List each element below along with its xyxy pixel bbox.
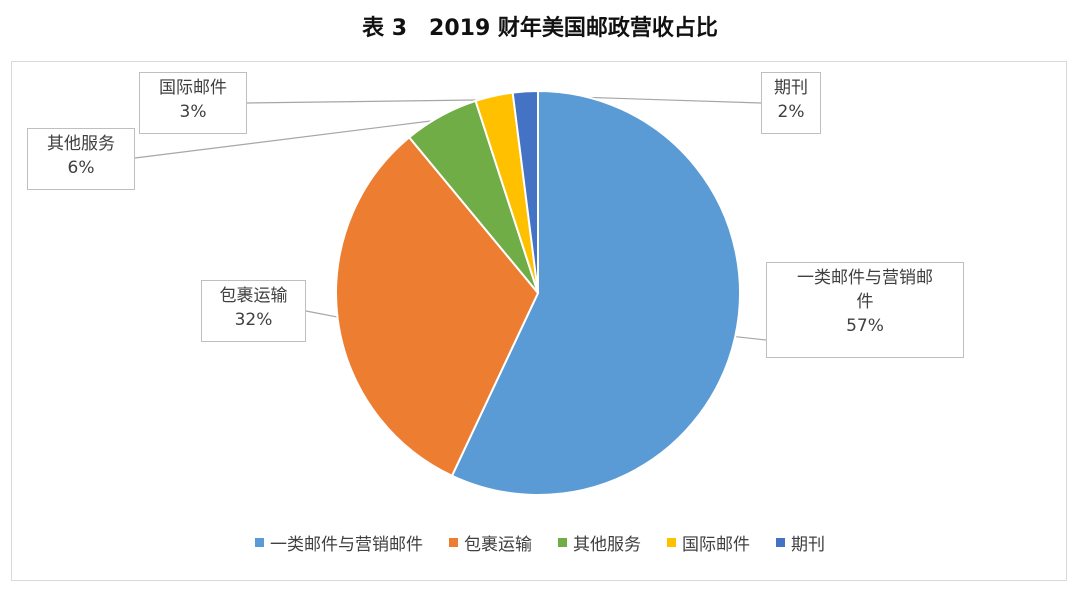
callout-value: 32% [234,310,273,330]
chart-frame [11,61,1067,581]
callout-label-line: 件 [856,292,874,312]
callout-label-line: 其他服务 [47,134,115,154]
chart-title: 表 3 2019 财年美国邮政营收占比 [362,16,718,41]
pie-slice-0 [450,89,741,496]
legend-item-first-class-mail: 一类邮件与营销邮件 [255,530,423,555]
callout-parcel-shipping: 包裹运输 32% [201,280,306,342]
leader-line-3 [246,99,495,104]
pie-slice-1 [335,135,540,478]
legend-label: 其他服务 [573,535,641,555]
pie-slice-4 [511,89,539,294]
callout-value: 6% [67,158,95,178]
callout-label-line: 一类邮件与营销邮 [797,268,933,288]
leader-line-2 [134,118,443,159]
callout-other-services: 其他服务 6% [27,128,135,190]
chart-legend: 一类邮件与营销邮件 包裹运输 其他服务 国际邮件 期刊 [0,530,1080,555]
leader-line-1 [305,310,342,319]
callout-first-class-mail: 一类邮件与营销邮 件 57% [766,262,964,358]
legend-item-other-services: 其他服务 [558,530,641,555]
legend-item-parcel-shipping: 包裹运输 [449,530,532,555]
callout-international-mail: 国际邮件 3% [139,72,247,134]
callout-value: 57% [846,316,884,336]
legend-label: 国际邮件 [682,535,750,555]
legend-label: 期刊 [791,535,825,555]
legend-label: 一类邮件与营销邮件 [270,535,423,555]
callout-periodicals: 期刊 2% [761,72,821,134]
callout-value: 2% [777,102,805,122]
legend-swatch [667,538,676,547]
legend-item-periodicals: 期刊 [776,530,825,555]
legend-label: 包裹运输 [464,535,532,555]
legend-swatch [558,538,567,547]
callout-label-line: 包裹运输 [219,286,288,306]
callout-label-line: 期刊 [774,78,808,98]
callout-value: 3% [179,102,207,122]
legend-swatch [449,538,458,547]
leader-line-0 [731,335,767,341]
legend-item-international-mail: 国际邮件 [667,530,750,555]
callout-label-line: 国际邮件 [159,78,227,98]
legend-swatch [776,538,785,547]
legend-swatch [255,538,264,547]
